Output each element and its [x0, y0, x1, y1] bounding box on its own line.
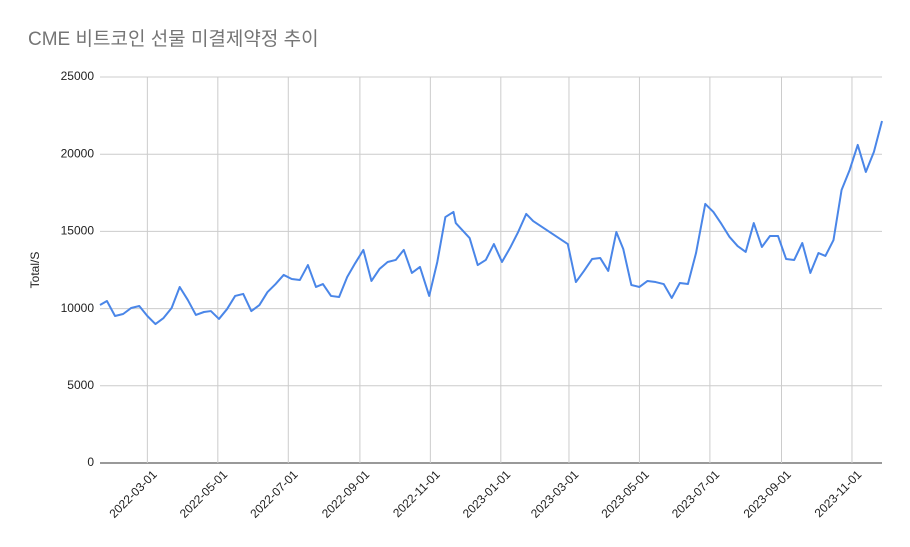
y-axis-label: Total/S — [28, 252, 42, 289]
x-tick-label: 2022-09-01 — [319, 467, 373, 521]
y-tick-label: 10000 — [61, 301, 95, 315]
chart-title: CME 비트코인 선물 미결제약정 추이 — [28, 28, 319, 50]
x-tick-label: 2022-11-01 — [390, 467, 443, 520]
y-tick-label: 15000 — [61, 224, 95, 238]
x-tick-label: 2023-03-01 — [528, 467, 582, 521]
y-tick-label: 25000 — [61, 69, 95, 83]
x-tick-label: 2023-07-01 — [669, 467, 723, 521]
x-tick-label: 2023-05-01 — [598, 467, 652, 521]
x-tick-label: 2023-09-01 — [741, 467, 795, 521]
x-tick-label: 2023-01-01 — [460, 467, 514, 521]
x-tick-label: 2023-11-01 — [812, 467, 865, 520]
x-tick-label: 2022-07-01 — [247, 467, 301, 521]
y-tick-label: 0 — [87, 455, 94, 469]
x-tick-label: 2022-03-01 — [106, 467, 160, 521]
x-tick-label: 2022-05-01 — [177, 467, 231, 521]
y-tick-label: 20000 — [61, 146, 95, 160]
y-tick-label: 5000 — [67, 378, 94, 392]
data-line — [99, 120, 883, 326]
